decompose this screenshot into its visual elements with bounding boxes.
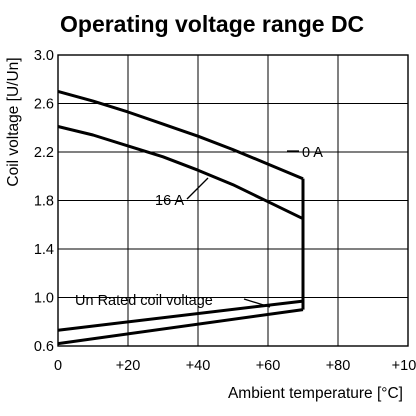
series-label-rated: Un Rated coil voltage [75,293,213,309]
leader-16a [186,177,209,200]
y-tick-label: 1.0 [34,291,54,307]
plot-frame [57,54,409,347]
leader-rated [243,298,271,308]
series-label-16a: 16 A [155,193,184,209]
series-label-0a: 0 A [302,145,323,161]
y-axis-label: Coil voltage [U/Un] [5,57,22,186]
series-line-1 [57,125,304,221]
y-tick-labels: 0.6 1.0 1.4 1.8 2.2 2.6 3.0 [34,48,54,355]
y-tick-label: 0.6 [34,339,54,355]
series-line-3 [57,308,304,346]
x-tick-label: +80 [326,358,351,374]
y-tick-label: 3.0 [34,48,54,64]
chart-title: Operating voltage range DC [60,11,364,37]
x-tick-label: 0 [54,358,62,374]
curves [57,89,305,346]
y-tick-label: 1.8 [34,194,54,210]
x-tick-label: +100 [392,358,416,374]
x-tick-label: +40 [186,358,211,374]
x-axis-label: Ambient temperature [°C] [228,385,403,402]
x-tick-labels: 0 +20 +40 +60 +80 +100 [54,358,416,374]
series-line-2 [57,299,304,332]
x-tick-label: +20 [116,358,141,374]
x-tick-label: +60 [256,358,281,374]
y-tick-label: 2.2 [34,145,54,161]
y-tick-label: 1.4 [34,242,54,258]
y-tick-label: 2.6 [34,97,54,113]
series-line-0 [57,89,304,181]
